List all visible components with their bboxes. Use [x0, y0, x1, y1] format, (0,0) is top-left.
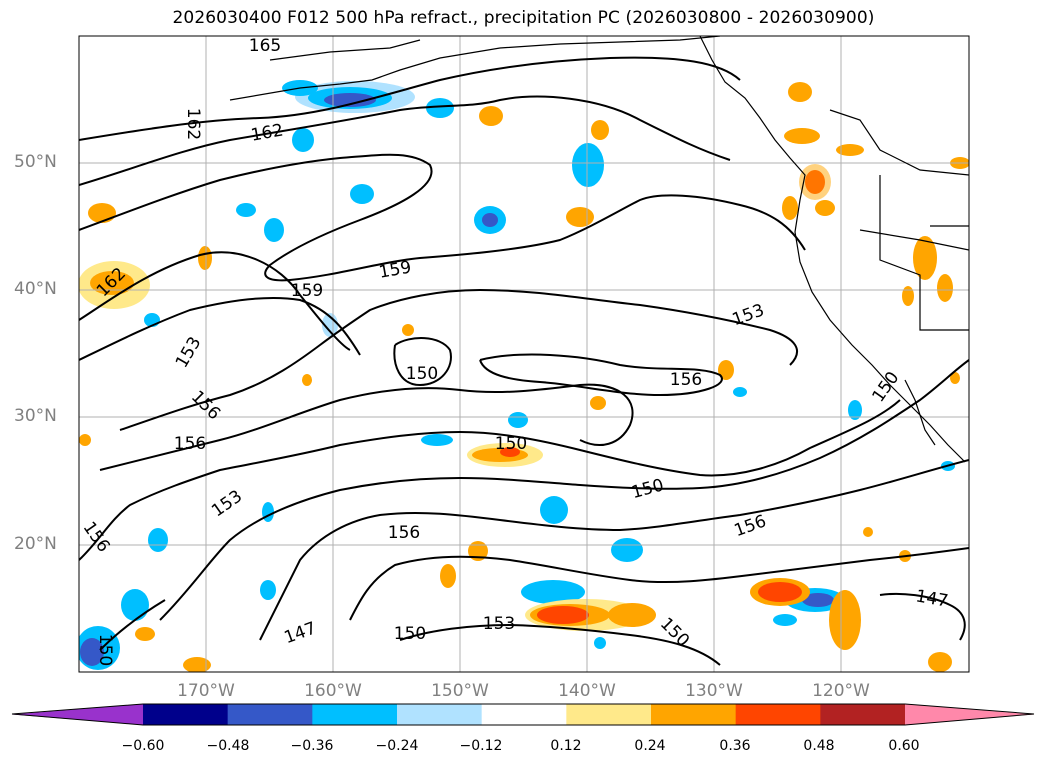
coastlines [229, 36, 969, 463]
lon-label-120w: 120°W [812, 681, 870, 701]
contour-label: 150 [95, 634, 115, 666]
refractivity-contours [79, 56, 969, 666]
lon-label-150w: 150°W [431, 681, 489, 701]
colorbar-segment [312, 704, 398, 725]
contour-label: 150 [495, 434, 527, 454]
colorbar-tick-label: −0.24 [375, 738, 419, 754]
colorbar-segment [820, 704, 906, 725]
colorbar-tick-label: 0.36 [719, 738, 751, 754]
precipitation-shading [79, 80, 969, 672]
lat-label-50n: 50°N [14, 152, 57, 172]
colorbar-segment [227, 704, 313, 725]
colorbar-tick-label: −0.48 [206, 738, 250, 754]
colorbar-extension-high [905, 704, 1034, 725]
colorbar-segment [651, 704, 737, 725]
grid-lines [79, 36, 969, 672]
colorbar-tick-label: 0.24 [634, 738, 666, 754]
colorbar-tick-label: 0.12 [550, 738, 582, 754]
lon-label-160w: 160°W [304, 681, 362, 701]
colorbar-segment [566, 704, 652, 725]
colorbar-tick-label: −0.36 [290, 738, 334, 754]
lat-label-30n: 30°N [14, 406, 57, 426]
colorbar-segment [735, 704, 821, 725]
colorbar-segment [143, 704, 229, 725]
contour-label: 150 [406, 364, 438, 384]
colorbar-segments [12, 704, 1034, 725]
contour-label: 156 [388, 523, 420, 543]
colorbar-extension-low [12, 704, 143, 725]
lon-label-130w: 130°W [685, 681, 743, 701]
contour-label: 159 [291, 281, 323, 301]
colorbar-segment [397, 704, 483, 725]
colorbar-tick-label: 0.48 [803, 738, 835, 754]
colorbar-tick-label: −0.12 [459, 738, 503, 754]
contour-label: 156 [174, 434, 206, 454]
contour-label: 165 [249, 36, 281, 56]
lon-label-140w: 140°W [558, 681, 616, 701]
contour-label: 153 [483, 614, 515, 634]
contour-label: 156 [670, 370, 702, 390]
colorbar-tick-label: −0.60 [121, 738, 165, 754]
map-frame [78, 35, 970, 673]
lat-label-40n: 40°N [14, 279, 57, 299]
lat-label-20n: 20°N [14, 534, 57, 554]
colorbar-tick-label: 0.60 [888, 738, 920, 754]
colorbar-outline [11, 703, 1035, 726]
map-title: 2026030400 F012 500 hPa refract., precip… [172, 8, 875, 28]
contour-label: 150 [394, 624, 426, 644]
lon-label-170w: 170°W [177, 681, 235, 701]
colorbar-segment [481, 704, 567, 725]
contour-label: 162 [183, 108, 203, 140]
